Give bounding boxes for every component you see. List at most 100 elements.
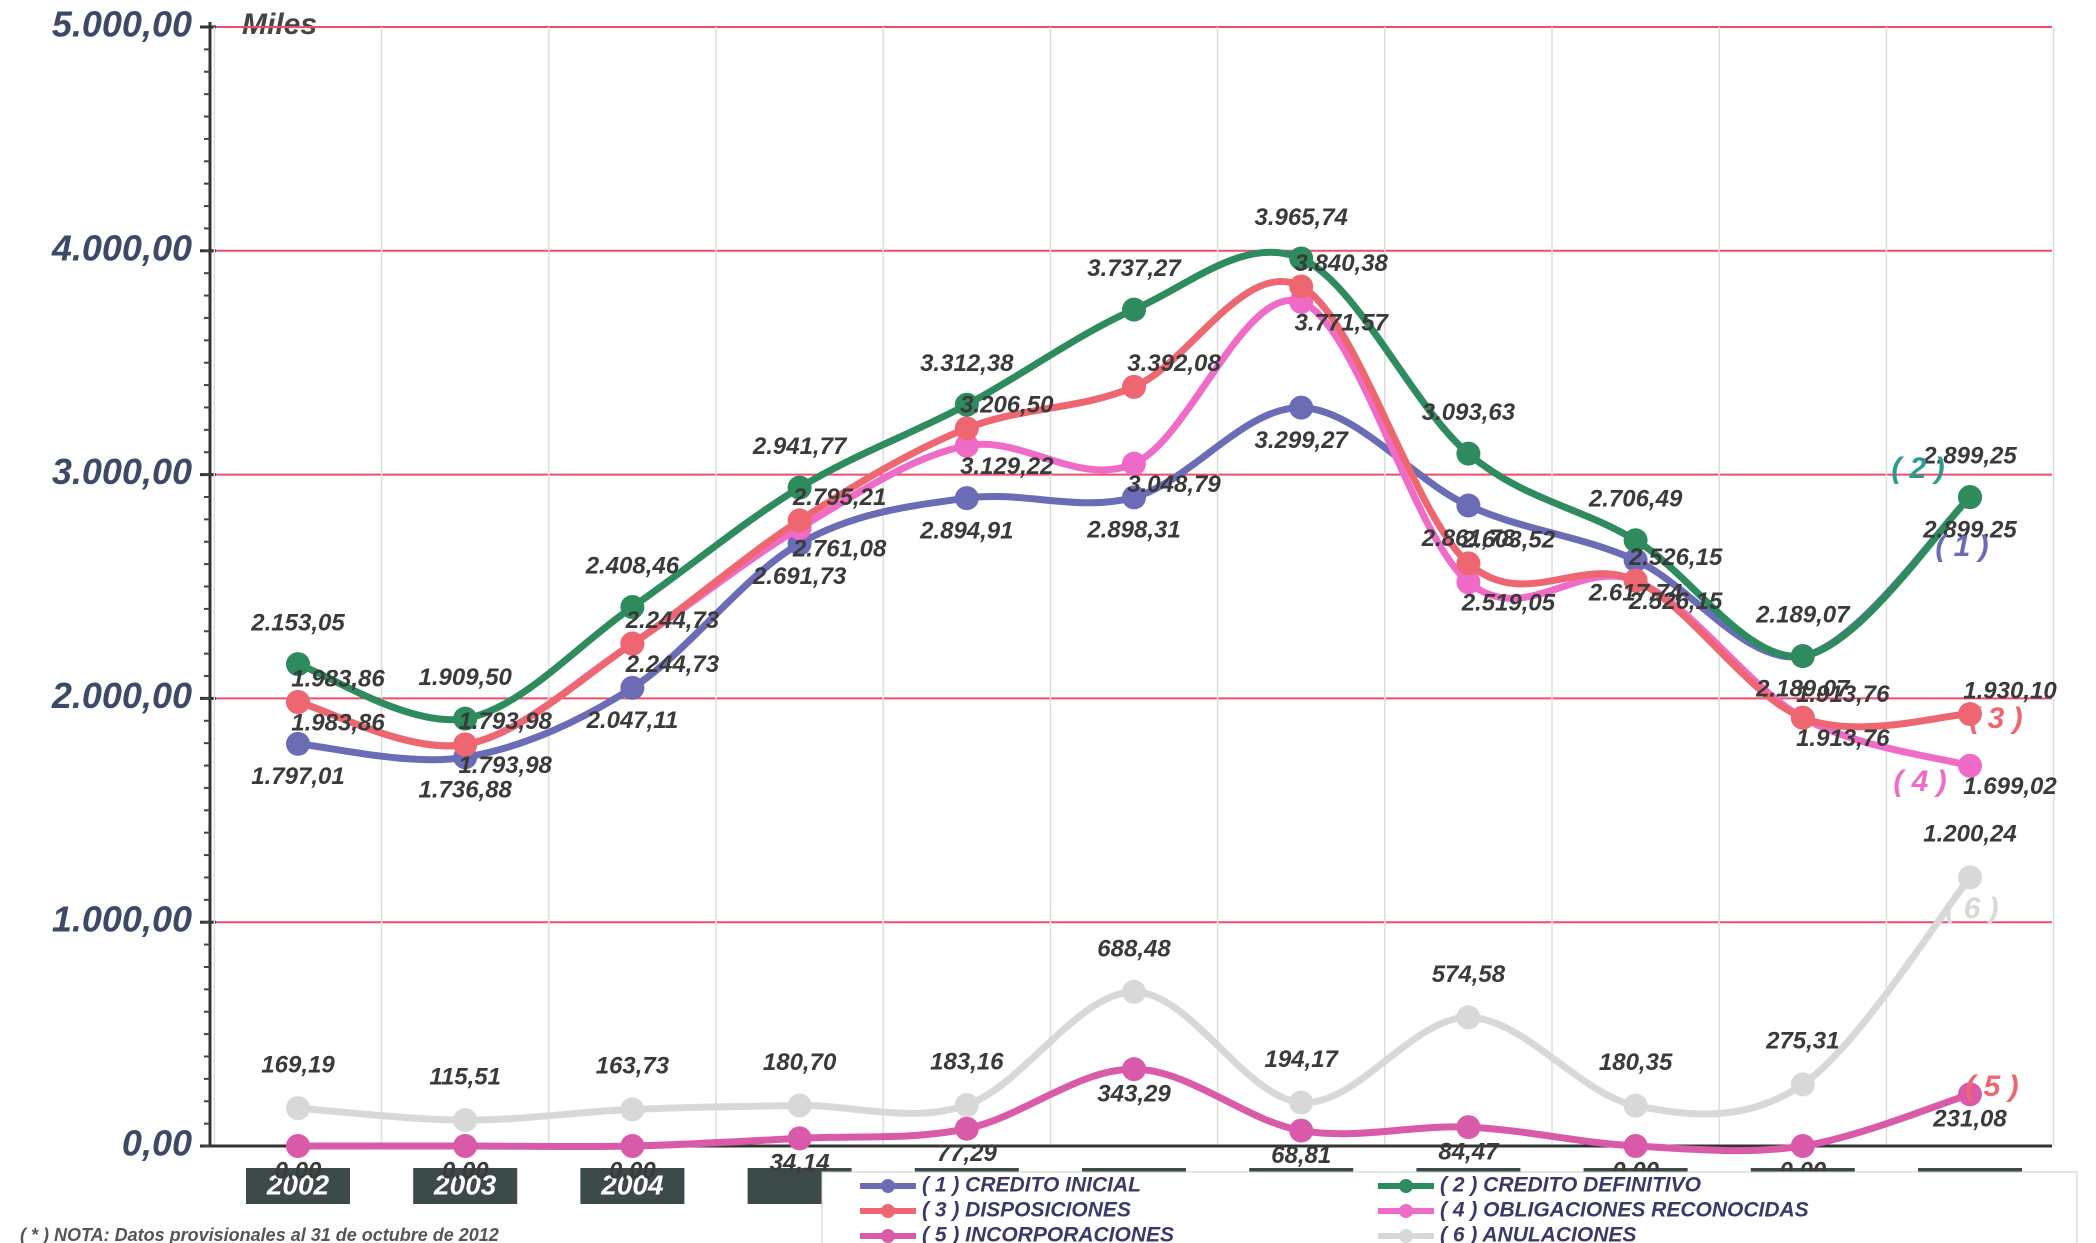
point [1958, 753, 1982, 778]
point [1623, 548, 1648, 573]
series-line [296, 248, 1973, 724]
point [1958, 702, 1982, 727]
series-line [297, 875, 1973, 1124]
point [1122, 485, 1146, 510]
y-tick-label: 2.000,00 [51, 675, 192, 716]
point [620, 675, 645, 700]
point [954, 486, 979, 511]
point [620, 631, 645, 656]
point [954, 1116, 979, 1141]
point [1456, 1005, 1481, 1030]
value-label: 574,58 [1432, 961, 1506, 988]
point [453, 732, 478, 757]
value-label: 2.189,07 [1755, 601, 1851, 628]
value-label: 1.793,98 [458, 708, 552, 735]
point [1958, 485, 1982, 510]
point [1456, 441, 1481, 466]
value-label: 2.526,15 [1628, 544, 1723, 571]
annotation: ( 6 ) [1945, 892, 1998, 925]
point [787, 508, 812, 533]
note: ( * ) NOTA: Datos provisionales al 31 de… [20, 1225, 499, 1243]
point [620, 1134, 645, 1158]
point [1623, 528, 1648, 553]
value-label: 2.617,74 [1588, 579, 1682, 606]
legend-label: ( 5 ) INCORPORACIONES [922, 1224, 1174, 1243]
value-label: 169,19 [261, 1051, 335, 1078]
point [1289, 395, 1314, 420]
legend-marker [881, 1204, 895, 1218]
point [787, 1093, 812, 1118]
value-label: 1.930,10 [1963, 677, 2057, 704]
value-label: 84,47 [1438, 1138, 1500, 1165]
point [787, 1126, 812, 1151]
value-label: 1.983,86 [291, 709, 385, 736]
annotation: ( 4 ) [1893, 765, 1946, 798]
value-label: 1.699,02 [1963, 773, 2057, 800]
value-label: 194,17 [1264, 1046, 1339, 1073]
value-label: 2.898,31 [1086, 517, 1180, 544]
point [1122, 297, 1146, 322]
point [286, 690, 310, 715]
annotation: ( 2 ) [1891, 452, 1944, 485]
point [1456, 551, 1481, 576]
legend-marker [1399, 1204, 1413, 1218]
value-label: 2.244,73 [625, 651, 720, 678]
point [954, 416, 979, 441]
point [453, 706, 478, 731]
annotation: ( 3 ) [1969, 702, 2022, 735]
point [1456, 1115, 1481, 1140]
point [453, 1108, 478, 1133]
legend-label: ( 6 ) ANULACIONES [1440, 1224, 1636, 1243]
legend-marker [1399, 1179, 1413, 1193]
value-label: 3.312,38 [920, 350, 1014, 377]
value-label: 2.519,05 [1461, 590, 1556, 617]
value-label: 3.048,79 [1127, 471, 1221, 498]
value-label: 1.793,98 [458, 752, 552, 779]
value-label: 1.797,01 [251, 763, 344, 790]
point [1623, 568, 1648, 593]
value-label: 1.983,86 [291, 665, 385, 692]
y-tick-label: 0,00 [122, 1123, 192, 1164]
point [1456, 570, 1481, 595]
legend-marker [881, 1229, 895, 1243]
point [453, 1134, 478, 1158]
value-label: 68,81 [1271, 1142, 1331, 1169]
value-label: 2.899,25 [1922, 442, 2017, 469]
value-label: 3.771,57 [1294, 309, 1389, 336]
value-label: 3.206,50 [960, 392, 1054, 419]
x-label-box [246, 1168, 350, 1204]
point [1122, 979, 1146, 1004]
point [286, 1096, 310, 1121]
value-label: 3.737,27 [1087, 255, 1182, 282]
legend-box [821, 1171, 2078, 1243]
value-label: 1.909,50 [418, 664, 512, 691]
x-label-box [580, 1168, 685, 1204]
value-label: 180,35 [1599, 1049, 1673, 1076]
point [1456, 493, 1481, 518]
point [1958, 865, 1982, 890]
point [1122, 374, 1146, 399]
point [787, 475, 812, 500]
point [286, 1134, 310, 1158]
point [1790, 705, 1815, 730]
value-label: 2.153,05 [250, 609, 345, 636]
value-label: 2.526,15 [1628, 588, 1723, 615]
value-label: 343,29 [1097, 1081, 1171, 1108]
point [1958, 1082, 1982, 1107]
value-label: 2.861,78 [1421, 525, 1516, 552]
point [1289, 246, 1314, 271]
annotation: ( 5 ) [1965, 1070, 2018, 1103]
point [1790, 1072, 1815, 1097]
value-label: 183,16 [930, 1048, 1004, 1075]
point [1289, 274, 1314, 299]
legend-marker [881, 1179, 895, 1193]
point [1122, 451, 1146, 476]
legend-label: ( 3 ) DISPOSICIONES [922, 1199, 1131, 1222]
value-label: 163,73 [596, 1053, 670, 1080]
point [1122, 1057, 1146, 1082]
value-label: 3.392,08 [1127, 350, 1221, 377]
legend-marker [1399, 1229, 1413, 1243]
value-label: 77,29 [937, 1140, 998, 1167]
value-label: 0,00 [275, 1157, 322, 1184]
